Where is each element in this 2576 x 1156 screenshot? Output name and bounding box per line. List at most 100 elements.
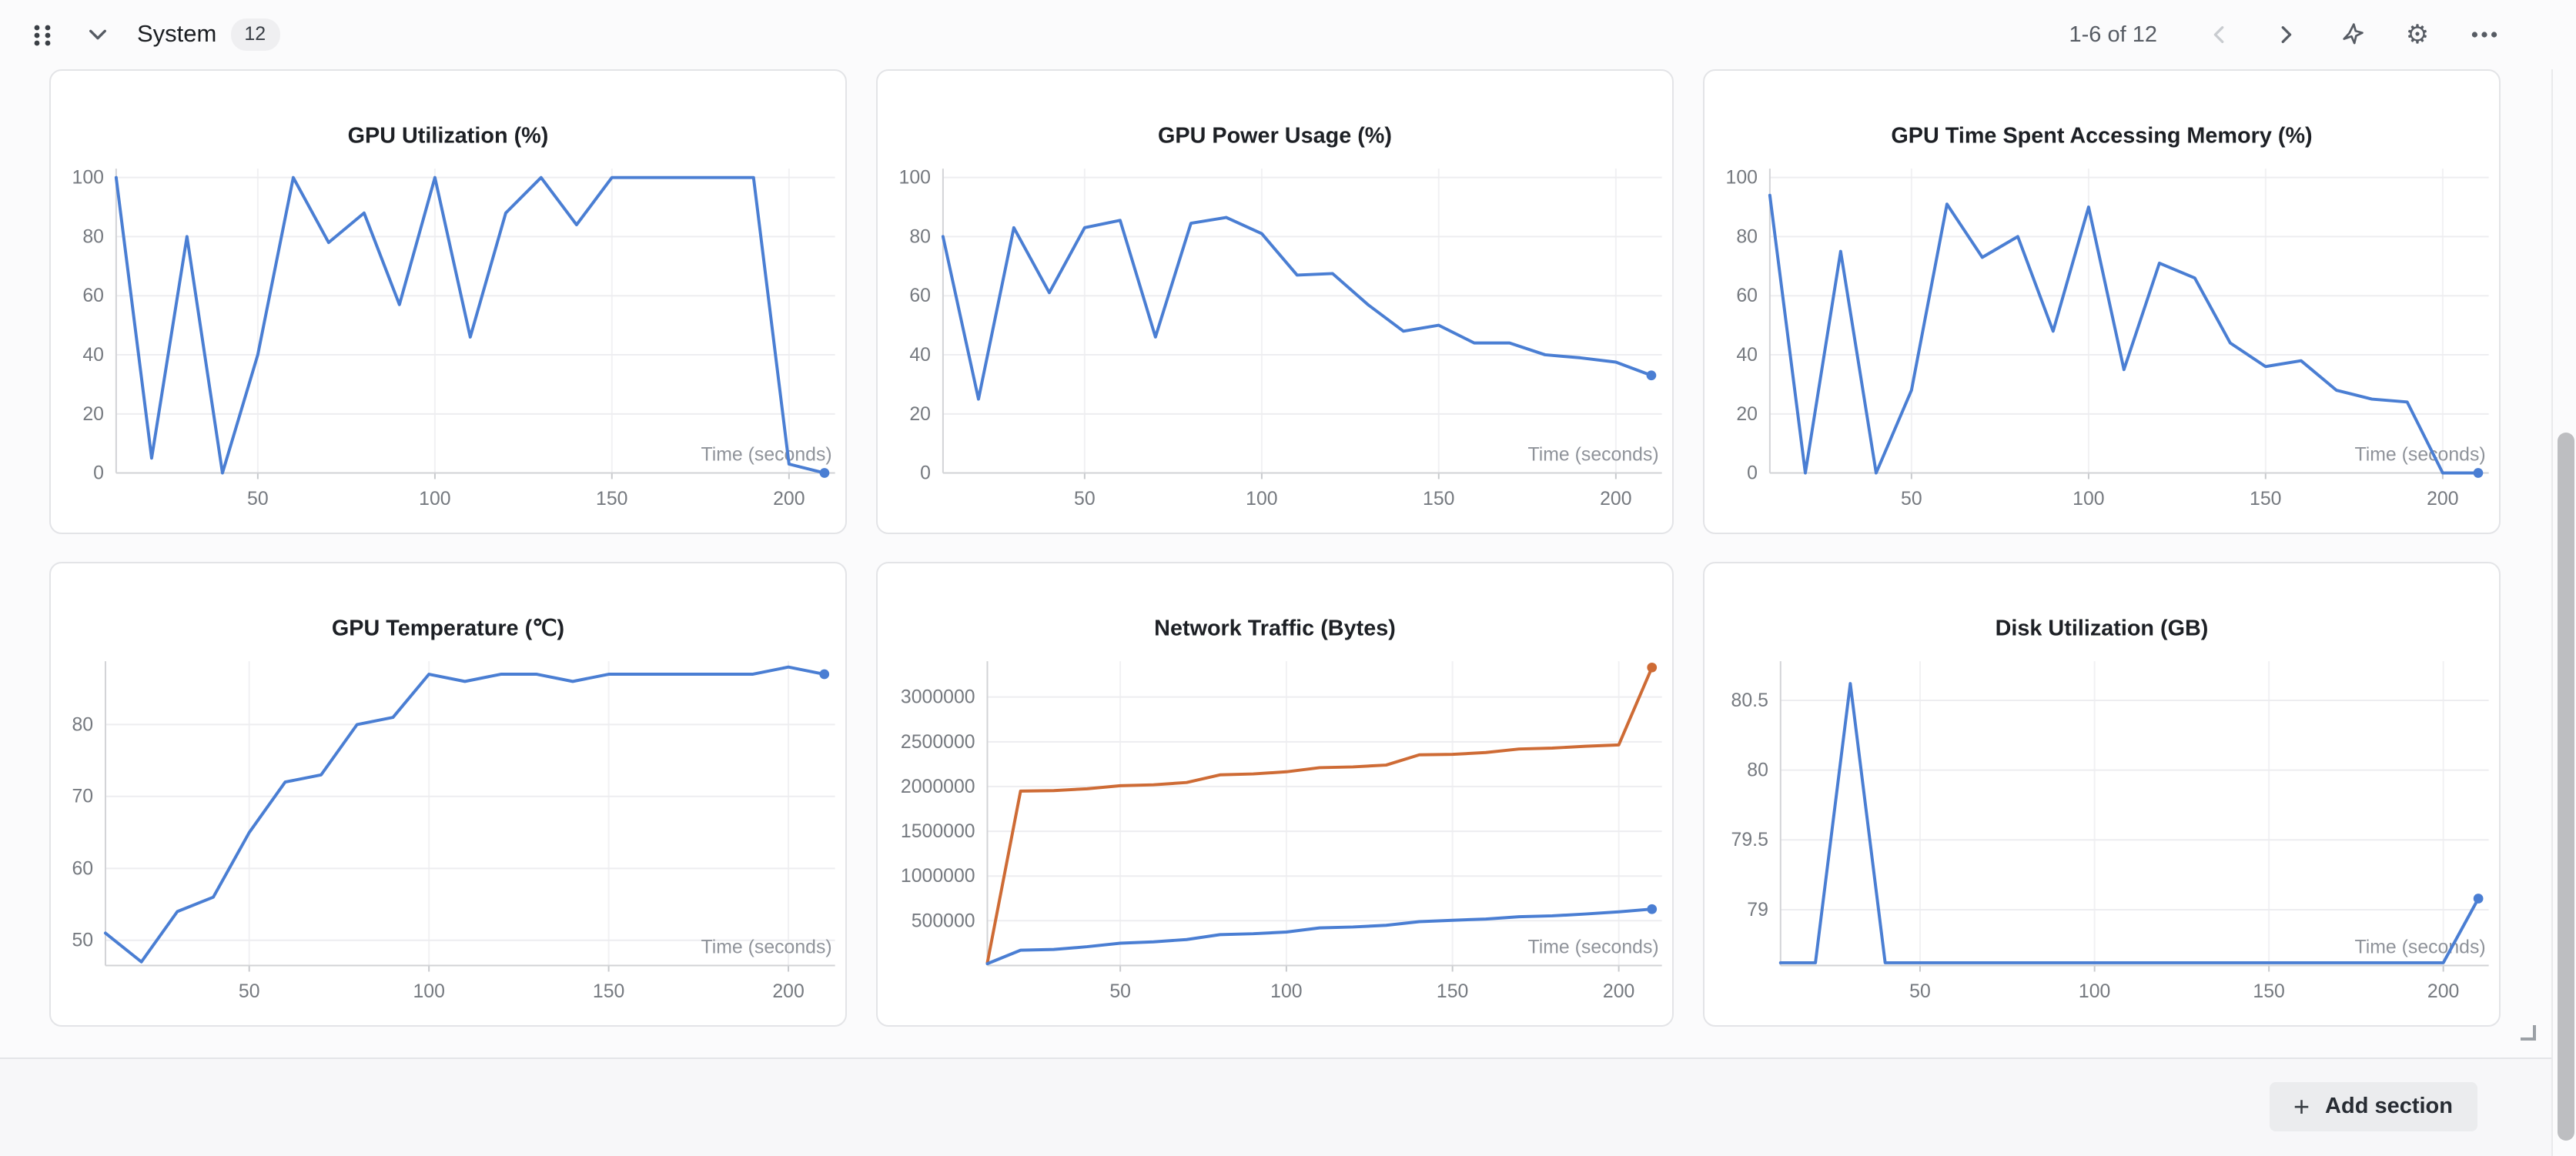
svg-text:50: 50 — [239, 981, 260, 1002]
svg-text:80: 80 — [909, 226, 931, 247]
svg-text:100: 100 — [2079, 981, 2110, 1002]
panel-gpu-power-usage[interactable]: 50 100 150 200 0 20 40 60 80 100 Time (seconds) GPU… — [876, 69, 1674, 534]
add-section-label: Add section — [2325, 1094, 2453, 1119]
panel-count-badge: 12 — [230, 18, 280, 51]
svg-text:Network Traffic (Bytes): Network Traffic (Bytes) — [1154, 616, 1396, 640]
svg-text:60: 60 — [82, 286, 104, 306]
chart-canvas: 50 100 150 200 500000 1000000 1500000 2000000 25… — [901, 616, 1662, 1002]
section-header-left: System 12 — [0, 18, 280, 52]
chart-canvas: 50 100 150 200 79 79.5 80 80.5 Time (seconds) Dis… — [1731, 616, 2489, 1002]
chevron-right-icon — [2280, 26, 2291, 43]
sparkle-button[interactable] — [2334, 18, 2368, 52]
svg-text:80: 80 — [72, 714, 93, 735]
panel-gpu-temperature[interactable]: 50 100 150 200 50 60 70 80 Time (seconds) GPU Tem… — [49, 562, 847, 1027]
next-page-button[interactable] — [2268, 18, 2302, 52]
svg-text:60: 60 — [72, 858, 93, 879]
svg-text:1500000: 1500000 — [901, 821, 975, 842]
section-resize-handle[interactable] — [2521, 1025, 2536, 1041]
svg-text:200: 200 — [773, 489, 805, 510]
svg-text:200: 200 — [2427, 981, 2459, 1002]
svg-text:Time (seconds): Time (seconds) — [701, 445, 832, 466]
svg-text:40: 40 — [1736, 345, 1758, 366]
panel-network-traffic[interactable]: 50 100 150 200 500000 1000000 1500000 2000000 25… — [876, 562, 1674, 1027]
svg-text:100: 100 — [72, 168, 104, 189]
svg-text:79.5: 79.5 — [1731, 830, 1768, 850]
panel-gpu-memory-access[interactable]: 50 100 150 200 0 20 40 60 80 100 Time (seconds) GPU… — [1703, 69, 2501, 534]
plus-icon: + — [2293, 1091, 2310, 1122]
section-title: System — [137, 21, 217, 47]
svg-text:GPU Utilization (%): GPU Utilization (%) — [348, 123, 549, 148]
collapse-section-button[interactable] — [80, 18, 114, 52]
svg-text:0: 0 — [93, 463, 104, 483]
vertical-scrollbar[interactable] — [2558, 433, 2574, 1141]
section-bottom-divider — [0, 1057, 2551, 1059]
svg-text:200: 200 — [1603, 981, 1634, 1002]
svg-text:100: 100 — [413, 981, 444, 1002]
svg-text:70: 70 — [72, 787, 93, 807]
prev-page-button[interactable] — [2202, 18, 2236, 52]
svg-text:200: 200 — [772, 981, 804, 1002]
scroll-gutter-divider — [2551, 69, 2553, 1156]
svg-text:150: 150 — [596, 489, 627, 510]
svg-text:200: 200 — [1600, 489, 1631, 510]
svg-text:500000: 500000 — [912, 910, 975, 931]
svg-text:0: 0 — [1747, 463, 1758, 483]
svg-text:2500000: 2500000 — [901, 732, 975, 753]
more-options-button[interactable] — [2467, 18, 2501, 52]
svg-text:150: 150 — [1437, 981, 1468, 1002]
page-footer: + Add section — [0, 1059, 2551, 1156]
chart-canvas: 50 100 150 200 0 20 40 60 80 100 Time (seconds) GPU… — [1726, 123, 2489, 510]
svg-text:3000000: 3000000 — [901, 687, 975, 708]
svg-text:100: 100 — [1726, 168, 1758, 189]
chart-canvas: 50 100 150 200 50 60 70 80 Time (seconds) GPU Tem… — [72, 616, 835, 1002]
svg-text:100: 100 — [899, 168, 931, 189]
svg-text:60: 60 — [1736, 286, 1758, 306]
svg-text:20: 20 — [82, 404, 104, 425]
chart-canvas: 50 100 150 200 0 20 40 60 80 100 Time (seconds) GPU… — [899, 123, 1662, 510]
svg-text:200: 200 — [2427, 489, 2458, 510]
svg-text:80.5: 80.5 — [1731, 690, 1768, 711]
svg-text:50: 50 — [72, 930, 93, 951]
svg-text:150: 150 — [2253, 981, 2284, 1002]
svg-text:80: 80 — [82, 226, 104, 247]
panels-grid: 50 100 150 200 0 20 40 60 80 100 Time (seconds) GPU… — [49, 69, 2501, 1027]
add-section-button[interactable]: + Add section — [2269, 1082, 2477, 1131]
svg-text:2000000: 2000000 — [901, 777, 975, 797]
chevron-down-icon — [89, 29, 105, 40]
ellipsis-icon — [2471, 32, 2497, 38]
svg-text:40: 40 — [909, 345, 931, 366]
chevron-left-icon — [2213, 26, 2223, 43]
sparkle-icon — [2342, 23, 2363, 45]
svg-text:50: 50 — [1909, 981, 1931, 1002]
svg-text:100: 100 — [2073, 489, 2104, 510]
panel-disk-utilization[interactable]: 50 100 150 200 79 79.5 80 80.5 Time (seconds) Dis… — [1703, 562, 2501, 1027]
gear-icon: ⚙ — [2405, 20, 2430, 49]
svg-text:100: 100 — [1270, 981, 1302, 1002]
svg-text:0: 0 — [920, 463, 931, 483]
section-header: System 12 1-6 of 12 ⚙ — [0, 0, 2551, 69]
svg-text:79: 79 — [1747, 900, 1768, 920]
svg-text:GPU Power Usage (%): GPU Power Usage (%) — [1158, 123, 1392, 148]
svg-text:Time (seconds): Time (seconds) — [2355, 937, 2486, 958]
svg-text:Time (seconds): Time (seconds) — [1528, 445, 1659, 466]
svg-text:80: 80 — [1736, 226, 1758, 247]
svg-text:20: 20 — [909, 404, 931, 425]
panel-gpu-utilization[interactable]: 50 100 150 200 0 20 40 60 80 100 Time (seconds) GPU… — [49, 69, 847, 534]
svg-text:Time (seconds): Time (seconds) — [1528, 937, 1659, 958]
svg-text:50: 50 — [1901, 489, 1922, 510]
svg-text:80: 80 — [1747, 760, 1768, 781]
svg-text:GPU Temperature (℃): GPU Temperature (℃) — [332, 616, 564, 640]
svg-text:150: 150 — [2250, 489, 2281, 510]
settings-button[interactable]: ⚙ — [2400, 18, 2434, 52]
svg-text:50: 50 — [1074, 489, 1096, 510]
svg-text:Disk Utilization (GB): Disk Utilization (GB) — [1996, 616, 2209, 640]
svg-text:60: 60 — [909, 286, 931, 306]
drag-handle-icon[interactable] — [25, 18, 59, 52]
svg-text:150: 150 — [593, 981, 624, 1002]
svg-text:50: 50 — [1109, 981, 1131, 1002]
svg-text:Time (seconds): Time (seconds) — [701, 937, 832, 958]
svg-text:GPU Time Spent Accessing Memor: GPU Time Spent Accessing Memory (%) — [1891, 123, 2312, 148]
svg-text:40: 40 — [82, 345, 104, 366]
svg-text:50: 50 — [247, 489, 269, 510]
